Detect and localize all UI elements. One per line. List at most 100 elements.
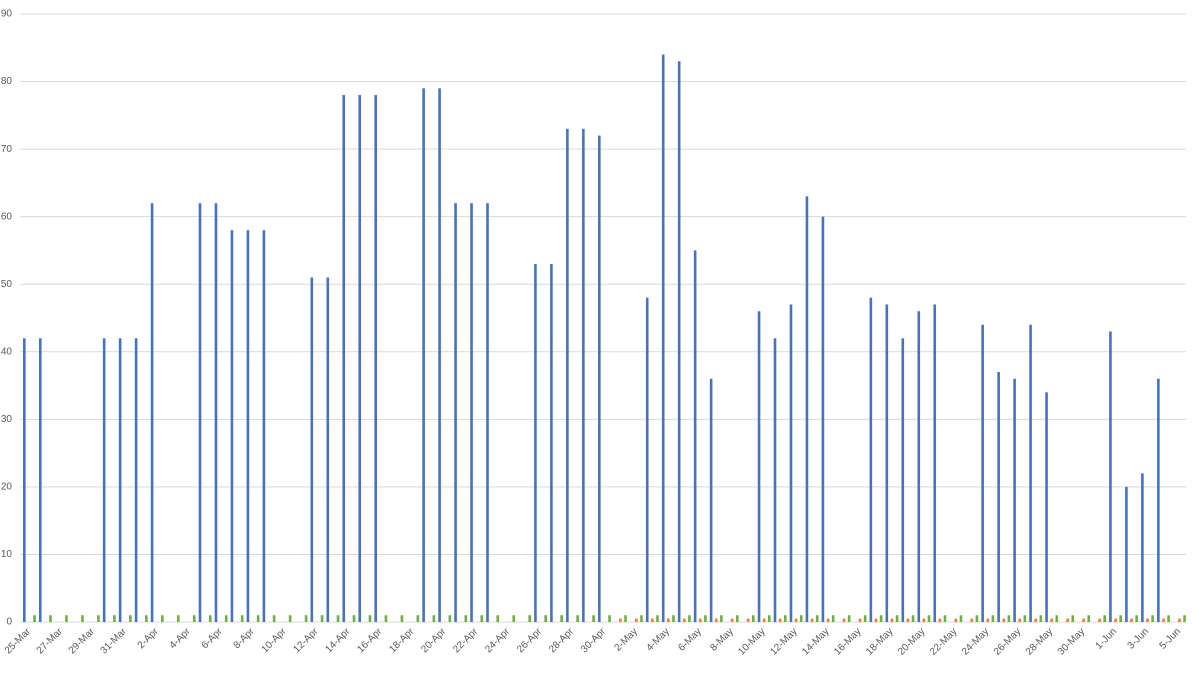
x-tick-label: 6-Apr [200, 626, 226, 652]
bar [677, 61, 681, 623]
x-tick-label: 16-Apr [355, 626, 384, 655]
bar [619, 618, 622, 622]
bar [1013, 378, 1016, 622]
bar [134, 338, 138, 622]
x-tick-label: 8-Apr [232, 626, 258, 652]
bar [448, 615, 452, 622]
bar [783, 615, 787, 622]
bar [1029, 324, 1032, 622]
x-tick-label: 25-Mar [3, 626, 34, 657]
bar [842, 618, 846, 622]
bar [863, 615, 867, 622]
x-tick-label: 1-Jun [1094, 626, 1119, 651]
bar [698, 618, 702, 622]
bar [384, 615, 388, 622]
bar [230, 230, 234, 622]
bar [789, 304, 793, 622]
bar [874, 618, 878, 622]
bar [496, 615, 500, 622]
bar [672, 615, 675, 622]
bar [176, 615, 180, 622]
bar [576, 615, 579, 622]
bar [534, 263, 537, 622]
bar [608, 615, 611, 622]
x-tick-label: 26-May [992, 626, 1023, 657]
bar [778, 618, 782, 622]
x-tick-label: 4-May [644, 626, 671, 653]
bar [342, 95, 346, 623]
bar [667, 618, 670, 622]
bar [1018, 618, 1022, 622]
bar [1082, 618, 1085, 622]
bar [161, 615, 164, 622]
bar [1114, 618, 1117, 622]
bar [352, 615, 356, 622]
y-tick-label: 30 [1, 414, 13, 425]
bar [368, 615, 372, 622]
bar [640, 615, 643, 622]
x-tick-label: 20-Apr [419, 626, 448, 655]
x-tick-label: 3-Jun [1126, 626, 1151, 651]
bar [991, 615, 995, 622]
x-tick-label: 10-May [736, 626, 767, 657]
bar [1141, 473, 1144, 622]
x-tick-label: 14-Apr [323, 626, 352, 655]
bar [118, 338, 122, 622]
x-tick-label: 27-Mar [35, 626, 66, 657]
bar [651, 618, 654, 622]
bar [1087, 615, 1091, 622]
bar [895, 615, 899, 622]
bar [709, 378, 713, 622]
bar [752, 615, 755, 622]
bar [262, 230, 266, 622]
x-tick-label: 22-Apr [451, 626, 480, 655]
x-tick-label: 2-May [613, 626, 640, 653]
bar [480, 615, 484, 622]
bar [635, 618, 638, 622]
bar [997, 372, 1000, 622]
bar [65, 615, 68, 622]
bar [1135, 615, 1138, 622]
bar [23, 338, 26, 622]
bar [33, 615, 36, 622]
bar [150, 203, 154, 622]
x-tick-label: 20-May [896, 626, 927, 657]
bar [714, 618, 718, 622]
bar [145, 615, 148, 622]
bar [598, 135, 601, 622]
bar [320, 615, 324, 622]
bar [1183, 615, 1186, 622]
bar [49, 615, 52, 622]
x-tick-label: 18-Apr [387, 626, 416, 655]
bar [1109, 331, 1112, 622]
bar [826, 618, 830, 622]
x-tick-label: 12-May [768, 626, 799, 657]
bar [422, 88, 425, 623]
bar [336, 615, 340, 622]
y-tick-label: 40 [1, 346, 13, 357]
bar [97, 615, 100, 622]
bar [326, 277, 330, 622]
bar [1002, 618, 1006, 622]
bar [933, 304, 937, 622]
bar [943, 615, 947, 622]
y-tick-label: 90 [1, 9, 13, 20]
bar [767, 615, 771, 622]
bar [192, 615, 196, 622]
bar [102, 338, 106, 622]
y-tick-label: 80 [1, 76, 13, 87]
bar [911, 615, 915, 622]
bar [704, 615, 707, 622]
bar [129, 615, 132, 622]
y-tick-label: 0 [6, 617, 12, 628]
bar [720, 615, 723, 622]
bar [1007, 615, 1011, 622]
x-tick-label: 4-Apr [168, 626, 194, 652]
bar [240, 615, 244, 622]
bar [432, 615, 436, 622]
bar [901, 338, 905, 622]
bar [1039, 615, 1043, 622]
bar [224, 615, 228, 622]
x-tick-label: 14-May [800, 626, 831, 657]
bar [38, 338, 42, 622]
